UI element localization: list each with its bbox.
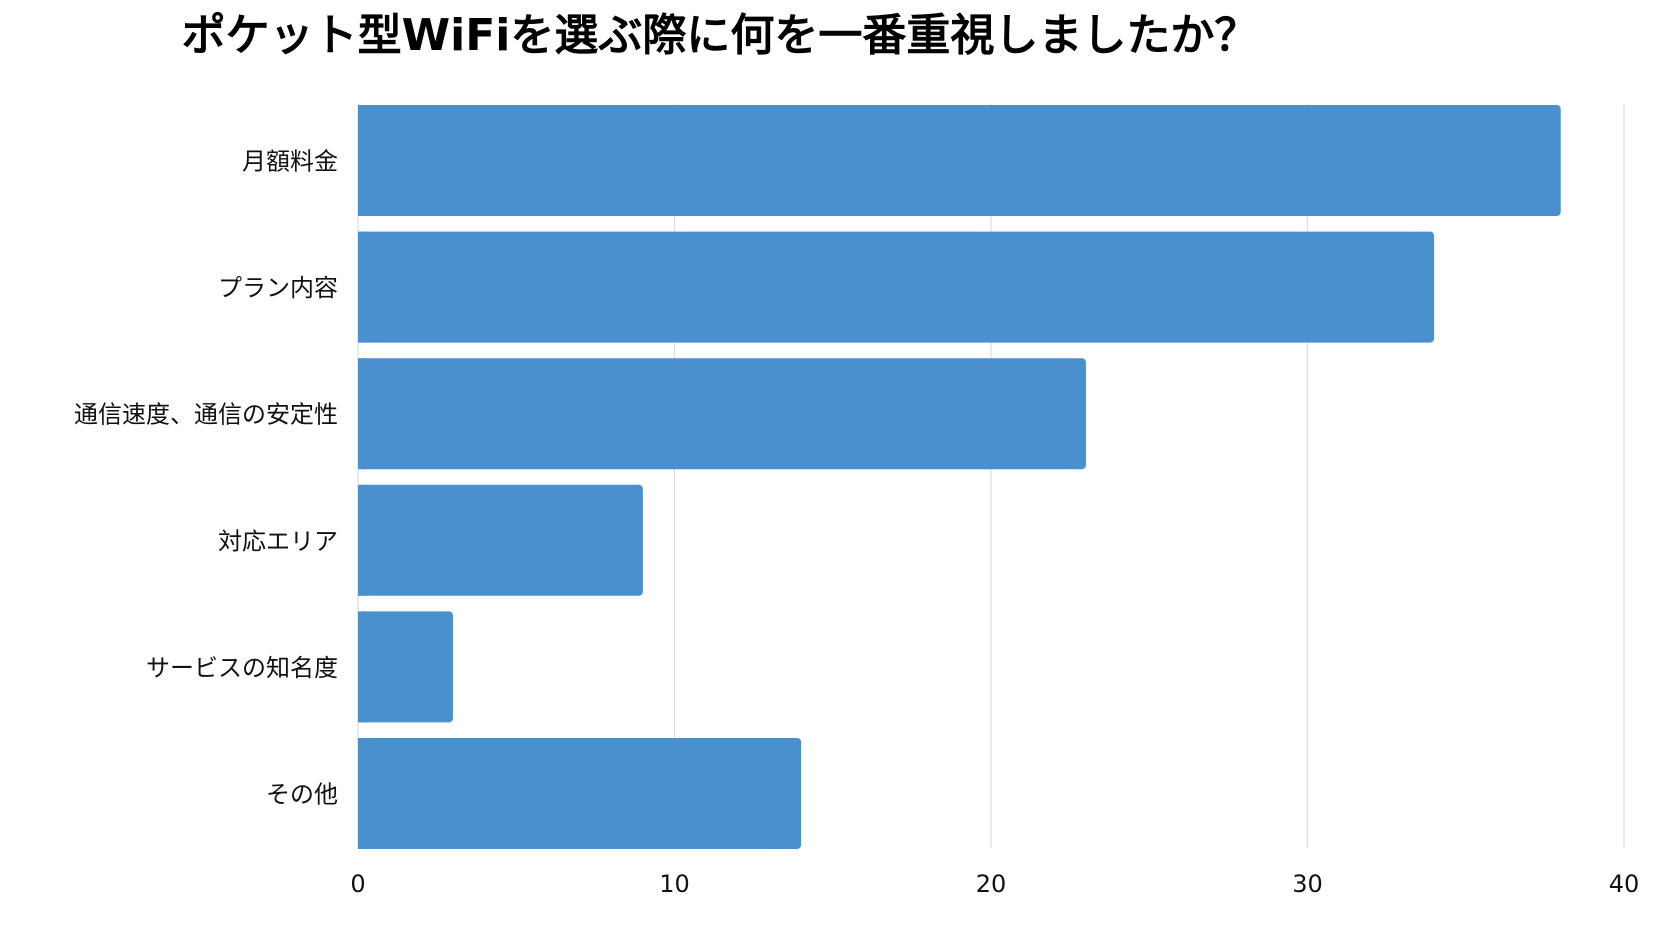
bar xyxy=(358,105,1561,216)
x-tick-label: 40 xyxy=(1609,870,1640,898)
bar xyxy=(358,358,1086,470)
bars xyxy=(358,105,1561,849)
bar xyxy=(358,484,643,596)
bar-edge xyxy=(358,738,366,849)
category-label: その他 xyxy=(266,781,338,809)
category-label: サービスの知名度 xyxy=(146,654,338,682)
category-label: プラン内容 xyxy=(218,274,338,302)
bar xyxy=(358,231,1435,343)
chart-title: ポケット型WiFiを選ぶ際に何を一番重視しましたか？ xyxy=(181,10,1259,61)
x-tick-label: 30 xyxy=(1292,870,1323,898)
bar-edge xyxy=(358,611,366,723)
bar xyxy=(358,611,453,723)
bar-edge xyxy=(358,105,366,216)
x-tick-label: 0 xyxy=(350,870,365,898)
category-label: 月額料金 xyxy=(242,148,338,176)
bar-edge xyxy=(358,358,366,470)
x-tick-label: 10 xyxy=(659,870,690,898)
bar xyxy=(358,738,802,849)
bar-edge xyxy=(358,231,366,343)
x-tick-label: 20 xyxy=(976,870,1007,898)
x-tick-labels: 0 10 20 30 40 xyxy=(350,870,1639,898)
grid-lines xyxy=(357,104,1625,848)
category-label: 対応エリア xyxy=(218,527,338,555)
category-label: 通信速度、通信の安定性 xyxy=(74,401,338,429)
bar-edge xyxy=(358,484,366,596)
